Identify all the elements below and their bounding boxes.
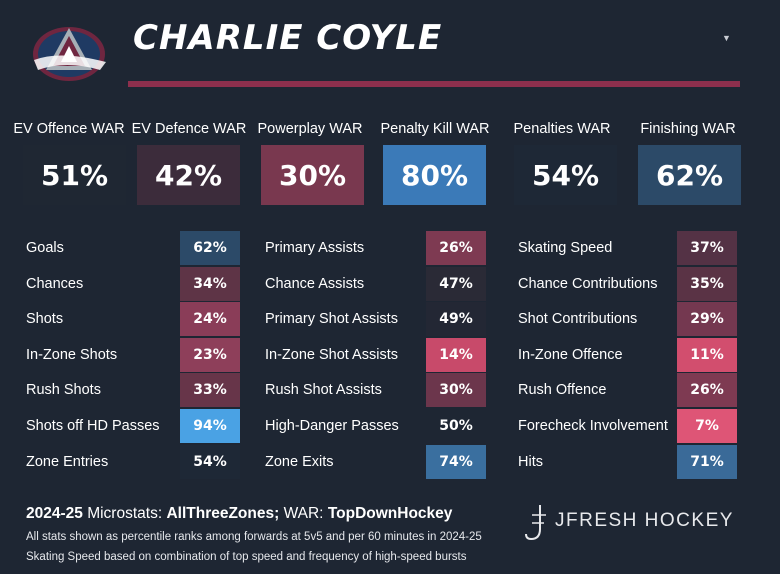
war-label: Penalty Kill WAR [380,121,490,137]
stat-value: 26% [426,231,486,265]
season-label: 2024-25 [26,505,83,522]
stat-value: 7% [677,409,737,443]
brand-name: JFRESH HOCKEY [555,510,734,531]
war-label: Powerplay WAR [257,121,363,137]
stat-label: Goals [26,240,64,256]
stat-value: 71% [677,445,737,479]
stat-label: Forecheck Involvement [518,418,668,434]
title-underline [128,81,740,87]
stat-label: Primary Shot Assists [265,311,398,327]
stat-label: Zone Exits [265,454,334,470]
stat-value: 47% [426,267,486,301]
stat-label: Hits [518,454,543,470]
stat-label: Rush Shots [26,382,101,398]
war-label: EV Defence WAR [131,121,247,137]
stat-value: 26% [677,373,737,407]
player-name: CHARLIE COYLE [133,18,443,58]
stat-value: 94% [180,409,240,443]
stat-value: 50% [426,409,486,443]
war-value: 30% [261,145,364,205]
stat-value: 54% [180,445,240,479]
stat-value: 34% [180,267,240,301]
stat-label: High-Danger Passes [265,418,399,434]
stat-value: 11% [677,338,737,372]
stat-value: 35% [677,267,737,301]
stat-label: In-Zone Shot Assists [265,347,398,363]
stat-value: 29% [677,302,737,336]
stat-label: Shots off HD Passes [26,418,160,434]
war-label: WAR: [283,505,324,522]
stat-label: Chance Contributions [518,276,658,292]
war-label: Finishing WAR [640,121,736,137]
war-label: EV Offence WAR [13,121,125,137]
stat-label: Chance Assists [265,276,365,292]
stat-label: Chances [26,276,84,292]
jfresh-logo-icon [522,503,550,543]
war-value: 54% [514,145,617,205]
stat-label: Rush Shot Assists [265,382,382,398]
team-logo [30,20,108,84]
caret-down-icon[interactable]: ▼ [722,33,731,43]
stat-value: 14% [426,338,486,372]
stat-value: 24% [180,302,240,336]
war-value: 42% [137,145,240,205]
war-source: TopDownHockey [327,505,453,522]
stat-value: 33% [180,373,240,407]
stat-label: Primary Assists [265,240,365,256]
footer-note-skating: Skating Speed based on combination of to… [26,551,467,563]
war-label: Penalties WAR [513,121,611,137]
microstats-source: AllThreeZones; [166,505,280,522]
stat-label: In-Zone Shots [26,347,118,363]
stat-label: In-Zone Offence [518,347,623,363]
stat-value: 74% [426,445,486,479]
footer-sources: 2024-25 Microstats: AllThreeZones; WAR: … [26,505,452,523]
microstats-label: Microstats: [87,505,163,522]
stat-label: Rush Offence [518,382,607,398]
stat-value: 49% [426,302,486,336]
footer-note-percentile: All stats shown as percentile ranks amon… [26,531,482,543]
stat-label: Zone Entries [26,454,109,470]
stat-label: Shot Contributions [518,311,638,327]
stat-value: 62% [180,231,240,265]
stat-value: 37% [677,231,737,265]
stat-label: Shots [26,311,64,327]
stat-label: Skating Speed [518,240,613,256]
stat-value: 23% [180,338,240,372]
war-value: 62% [638,145,741,205]
war-value: 51% [23,145,126,205]
war-value: 80% [383,145,486,205]
stat-value: 30% [426,373,486,407]
